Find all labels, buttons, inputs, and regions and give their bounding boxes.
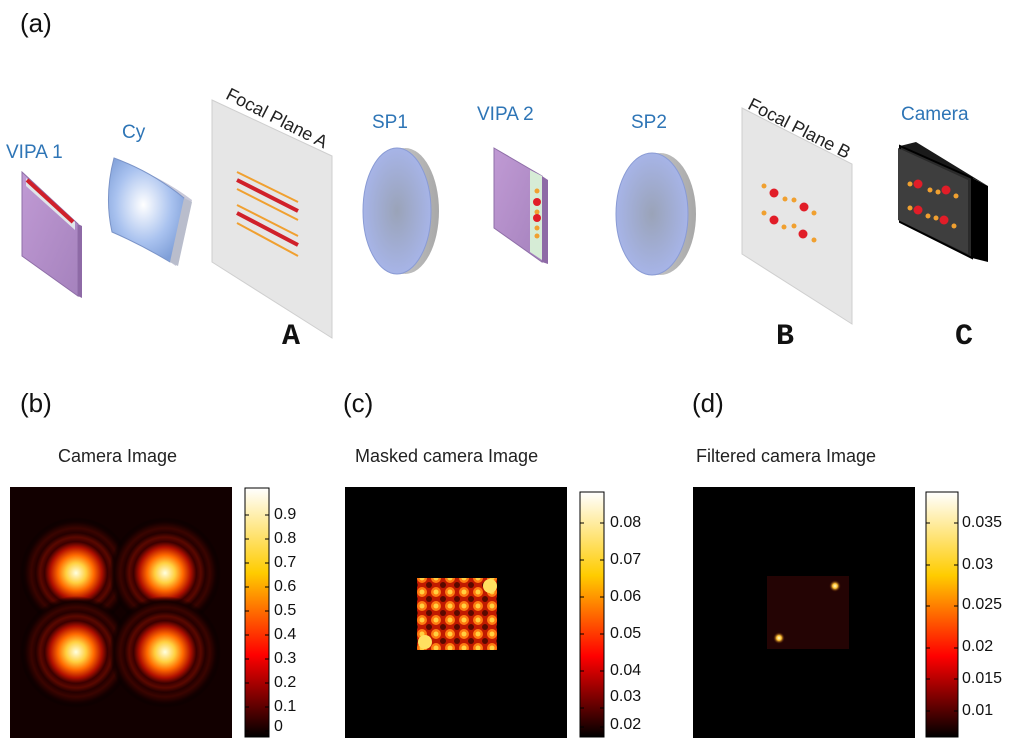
vipa1-label: VIPA 1 [6,142,63,163]
optical-setup-diagram [21,99,988,339]
camera-image [10,487,232,738]
masked-image-colorbar [579,491,605,738]
sp2-lens [615,152,696,276]
cylindrical-lens [107,157,192,266]
masked-image [345,487,567,738]
filtered-image [693,487,915,738]
masked-image-title: Masked camera Image [355,446,539,466]
colorbar-b-tick: 0.4 [274,626,297,643]
sp2-label: SP2 [631,112,667,133]
colorbar-c-tick: 0.02 [610,716,642,733]
colorbar-b-tick: 0.5 [274,602,297,619]
sp1-lens [362,147,439,275]
colorbar-b-tick: 0.7 [274,554,297,571]
colorbar-b-tick: 0.8 [274,530,297,547]
panel-label-b: (b) [20,388,52,418]
vipa2-label: VIPA 2 [477,104,534,125]
colorbar-c-tick: 0.07 [610,551,642,568]
plane-letter-a: A [282,320,301,354]
focal-plane-b [741,107,853,325]
camera-image-colorbar [244,487,270,738]
colorbar-c-tick: 0.05 [610,625,642,642]
colorbar-c-tick: 0.03 [610,688,642,705]
plane-letter-c: C [955,320,974,354]
colorbar-d-tick: 0.035 [962,514,1003,531]
colorbar-b-tick: 0.6 [274,578,297,595]
filtered-image-title: Filtered camera Image [696,446,877,466]
colorbar-b-tick: 0.2 [274,674,297,691]
focal-plane-a [211,99,333,339]
plane-letter-b: B [776,320,795,354]
panel-label-c: (c) [343,388,374,418]
cy-label: Cy [122,122,146,143]
colorbar-c-tick: 0.08 [610,514,642,531]
colorbar-d-tick: 0.025 [962,596,1003,613]
colorbar-b-tick: 0 [274,718,283,735]
colorbar-b-tick: 0.1 [274,698,297,715]
colorbar-b-tick: 0.9 [274,506,297,523]
panel-label-a: (a) [20,8,52,38]
colorbar-c-tick: 0.04 [610,662,642,679]
vipa1-element [21,170,82,298]
colorbar-d-tick: 0.02 [962,638,994,655]
sp1-label: SP1 [372,112,408,133]
vipa2-element [493,147,548,264]
camera-body [898,142,988,262]
panel-label-d: (d) [692,388,724,418]
colorbar-d-tick: 0.01 [962,702,994,719]
colorbar-d-tick: 0.03 [962,556,994,573]
camera-label: Camera [901,104,969,125]
camera-image-title: Camera Image [58,446,178,466]
colorbar-d-tick: 0.015 [962,670,1003,687]
filtered-image-colorbar [925,491,959,738]
colorbar-c-tick: 0.06 [610,588,642,605]
colorbar-b-tick: 0.3 [274,650,297,667]
